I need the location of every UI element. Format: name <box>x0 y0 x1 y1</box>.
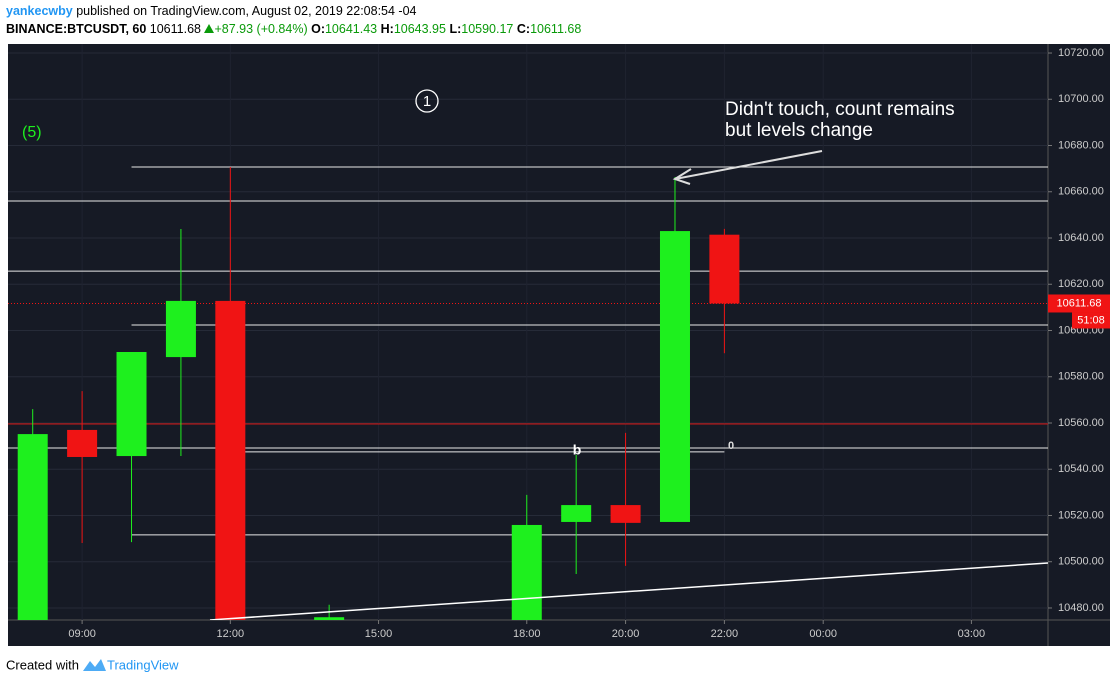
countdown-box <box>1072 312 1110 329</box>
x-tick-label: 12:00 <box>217 628 245 640</box>
y-tick-label: 10720.00 <box>1058 47 1104 59</box>
up-icon <box>204 24 215 33</box>
open: 10641.43 <box>324 22 378 36</box>
countdown: 51:08 <box>1077 314 1105 326</box>
h-label: H: <box>380 22 394 36</box>
x-tick-label: 03:00 <box>958 628 986 640</box>
y-tick-label: 10640.00 <box>1058 232 1104 244</box>
symbol: BINANCE:BTCUSDT, 60 <box>6 22 147 36</box>
author[interactable]: yankecwby <box>6 4 73 18</box>
note: but levels change <box>725 120 873 141</box>
candle-body <box>67 429 98 457</box>
close: 10611.68 <box>530 22 582 36</box>
candle-body <box>610 505 641 523</box>
y-tick-label: 10680.00 <box>1058 139 1104 151</box>
x-tick-label: 15:00 <box>365 628 393 640</box>
y-tick-label: 10700.00 <box>1058 93 1104 105</box>
candle-body <box>511 524 542 620</box>
change: +87.93 (+0.84%) <box>214 22 308 36</box>
candle-body <box>561 505 592 522</box>
trend-line <box>209 562 1048 620</box>
candle-body <box>709 234 740 304</box>
last-price: 10611.68 <box>149 22 201 36</box>
y-tick-label: 10520.00 <box>1058 509 1104 521</box>
published: published on TradingView.com, August 02,… <box>76 4 417 18</box>
x-tick-label: 18:00 <box>513 628 541 640</box>
wave1-label: 1 <box>423 93 431 110</box>
header-line2: BINANCE:BTCUSDT, 60 10611.68 +87.93 (+0.… <box>6 22 581 36</box>
candle-body <box>17 434 48 620</box>
candle-body <box>165 300 196 358</box>
footer-created: Created with <box>6 657 79 672</box>
y-tick-label: 10540.00 <box>1058 463 1104 475</box>
low: 10590.17 <box>461 22 514 36</box>
o-label: O: <box>311 22 325 36</box>
price-label-box <box>1048 294 1110 313</box>
footer-brand[interactable]: TradingView <box>107 657 179 672</box>
wave1-circle <box>415 89 439 113</box>
header-line1: yankecwby published on TradingView.com, … <box>6 4 417 18</box>
high: 10643.95 <box>393 22 446 36</box>
logo <box>83 659 106 671</box>
price-label: 10611.68 <box>1056 297 1101 309</box>
candle-body <box>116 352 147 457</box>
arrow-head <box>672 168 692 185</box>
y-tick-label: 10560.00 <box>1058 417 1104 429</box>
y-tick-label: 10500.00 <box>1058 556 1104 568</box>
zero-label: 0 <box>728 440 734 452</box>
candle-body <box>215 300 246 620</box>
x-tick-label: 20:00 <box>612 628 640 640</box>
y-tick-label: 10660.00 <box>1058 186 1104 198</box>
c-label: C: <box>516 22 531 36</box>
wave5-label: (5) <box>22 124 42 141</box>
candle-body <box>659 231 690 522</box>
note: Didn't touch, count remains <box>725 99 955 120</box>
l-label: L: <box>449 22 462 36</box>
y-tick-label: 10580.00 <box>1058 371 1104 383</box>
x-tick-label: 09:00 <box>68 628 96 640</box>
x-tick-label: 22:00 <box>711 628 739 640</box>
y-tick-label: 10480.00 <box>1058 602 1104 614</box>
y-tick-label: 10620.00 <box>1058 278 1104 290</box>
arrow-line <box>674 150 823 180</box>
b-label: b <box>573 442 582 458</box>
candle-body <box>314 617 345 620</box>
x-tick-label: 00:00 <box>809 628 837 640</box>
